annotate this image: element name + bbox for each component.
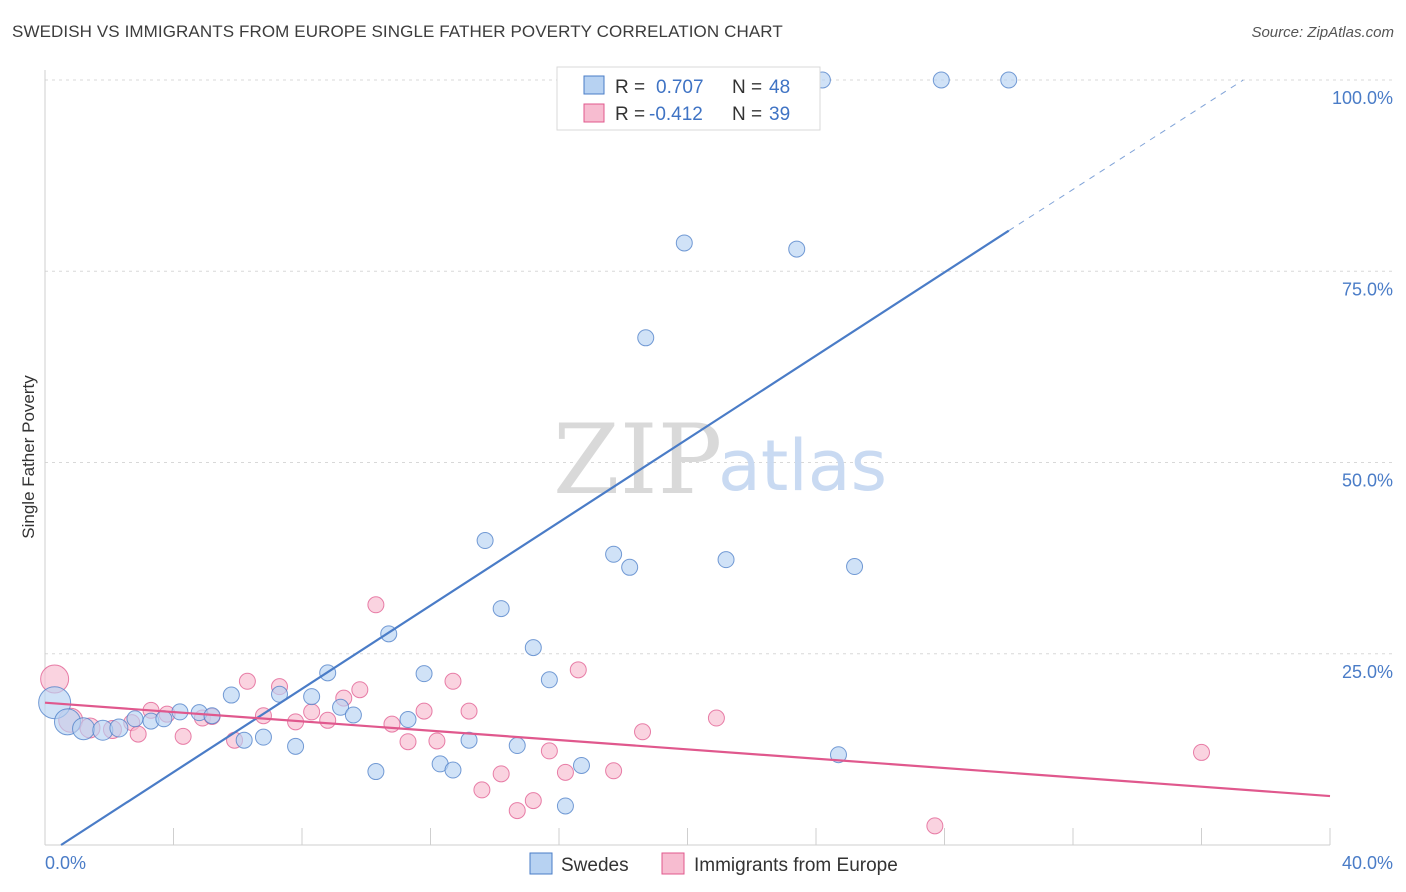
swedes-point-43 [788, 240, 806, 258]
x-tick-label-min: 0.0% [45, 853, 86, 873]
immigrants-point-35 [634, 723, 652, 741]
swedes-point-16 [303, 688, 321, 706]
swedes-point-38 [675, 234, 693, 252]
immigrants-point-32 [556, 763, 574, 781]
legend-box: R = 0.707 N = 48 R = -0.412 N = 39 [556, 66, 821, 131]
swedes-point-15 [287, 737, 305, 755]
swedes-point-5 [126, 710, 144, 728]
immigrants-point-16 [303, 703, 321, 721]
swedes-point-32 [556, 797, 574, 815]
immigrants-point-17 [319, 711, 337, 729]
legend-n-label-1: N = [732, 77, 762, 98]
immigrants-point-5 [129, 725, 147, 743]
immigrants-point-24 [428, 732, 446, 750]
y-tick-label-75: 75.0% [1342, 279, 1393, 299]
legend-swatch-immigrants [583, 103, 605, 123]
immigrants-point-8 [174, 727, 192, 745]
immigrants-point-22 [399, 733, 417, 751]
immigrants-point-26 [460, 702, 478, 720]
x-ticks [44, 828, 1331, 845]
y-tick-label-25: 25.0% [1342, 662, 1393, 682]
source-label: Source: ZipAtlas.com [1251, 24, 1394, 41]
bottom-legend-immigrants: Immigrants from Europe [694, 855, 898, 876]
immigrants-point-37 [926, 817, 944, 835]
swedes-point-47 [932, 71, 950, 89]
immigrants-point-19 [351, 681, 369, 699]
immigrants-point-30 [524, 792, 542, 810]
bottom-legend-swedes: Swedes [561, 855, 629, 876]
x-tick-label-max: 40.0% [1342, 853, 1393, 873]
swedes-point-4 [109, 718, 129, 738]
legend-r-value-1: 0.707 [656, 77, 704, 98]
swedes-point-36 [637, 329, 655, 347]
legend-n-value-1: 48 [769, 77, 790, 98]
immigrants-point-29 [508, 802, 526, 820]
watermark-atlas: atlas [718, 425, 887, 507]
swedes-point-7 [155, 710, 173, 728]
immigrants-point-25 [444, 672, 462, 690]
legend-r-label-1: R = [615, 77, 645, 98]
swedes-point-29 [508, 737, 526, 755]
swedes-point-33 [572, 756, 590, 774]
swedes-point-28 [492, 600, 510, 618]
swedes-point-48 [1000, 71, 1018, 89]
grid-lines [45, 79, 1393, 655]
swedes-point-27 [476, 532, 494, 550]
immigrants-point-12 [238, 672, 256, 690]
swedes-point-23 [415, 665, 433, 683]
immigrants-point-21 [383, 715, 401, 733]
swedes-point-35 [621, 558, 639, 576]
immigrants-point-34 [605, 762, 623, 780]
trend-lines [44, 79, 1331, 846]
y-tick-label-100: 100.0% [1332, 88, 1393, 108]
legend-swatch-swedes [583, 75, 605, 95]
swedes-point-13 [254, 728, 272, 746]
swedes-point-34 [605, 545, 623, 563]
immigrants-trend-line [44, 701, 1331, 798]
legend-r-value-2: -0.412 [649, 104, 703, 125]
swedes-trend-extension [1008, 79, 1244, 232]
swedes-point-19 [344, 706, 362, 724]
immigrants-point-27 [473, 781, 491, 799]
swedes-point-31 [540, 671, 558, 689]
watermark-zip: ZIP [553, 404, 722, 516]
bottom-legend-swatch-immigrants [661, 852, 685, 875]
swedes-point-25 [444, 761, 462, 779]
immigrants-point-23 [415, 702, 433, 720]
swedes-point-18 [332, 698, 350, 716]
swedes-point-2 [72, 717, 96, 741]
legend-n-value-2: 39 [769, 104, 790, 125]
bottom-legend: Swedes Immigrants from Europe [529, 852, 898, 876]
immigrants-point-31 [540, 742, 558, 760]
legend-r-label-2: R = [615, 104, 645, 125]
immigrants-point-20 [367, 596, 385, 614]
swedes-point-11 [222, 686, 240, 704]
y-tick-label-50: 50.0% [1342, 471, 1393, 491]
immigrants-point-33 [569, 661, 587, 679]
watermark: ZIP atlas [553, 404, 887, 516]
legend-n-label-2: N = [732, 104, 762, 125]
chart-title: SWEDISH VS IMMIGRANTS FROM EUROPE SINGLE… [12, 22, 783, 41]
y-axis-label: Single Father Poverty [19, 375, 38, 539]
swedes-point-22 [399, 711, 417, 729]
swedes-point-26 [460, 731, 478, 749]
immigrants-point-36 [707, 709, 725, 727]
swedes-trend-line [60, 229, 1010, 846]
swedes-point-40 [717, 551, 735, 569]
swedes-point-46 [846, 558, 864, 576]
swedes-point-12 [235, 731, 253, 749]
y-tick-labels: 25.0% 50.0% 75.0% 100.0% [1332, 88, 1393, 682]
immigrants-point-28 [492, 765, 510, 783]
immigrants-point-38 [1193, 743, 1210, 761]
swedes-point-30 [524, 639, 542, 657]
bottom-legend-swatch-swedes [529, 852, 553, 875]
swedes-point-20 [367, 763, 385, 781]
swedes-point-45 [829, 746, 847, 764]
